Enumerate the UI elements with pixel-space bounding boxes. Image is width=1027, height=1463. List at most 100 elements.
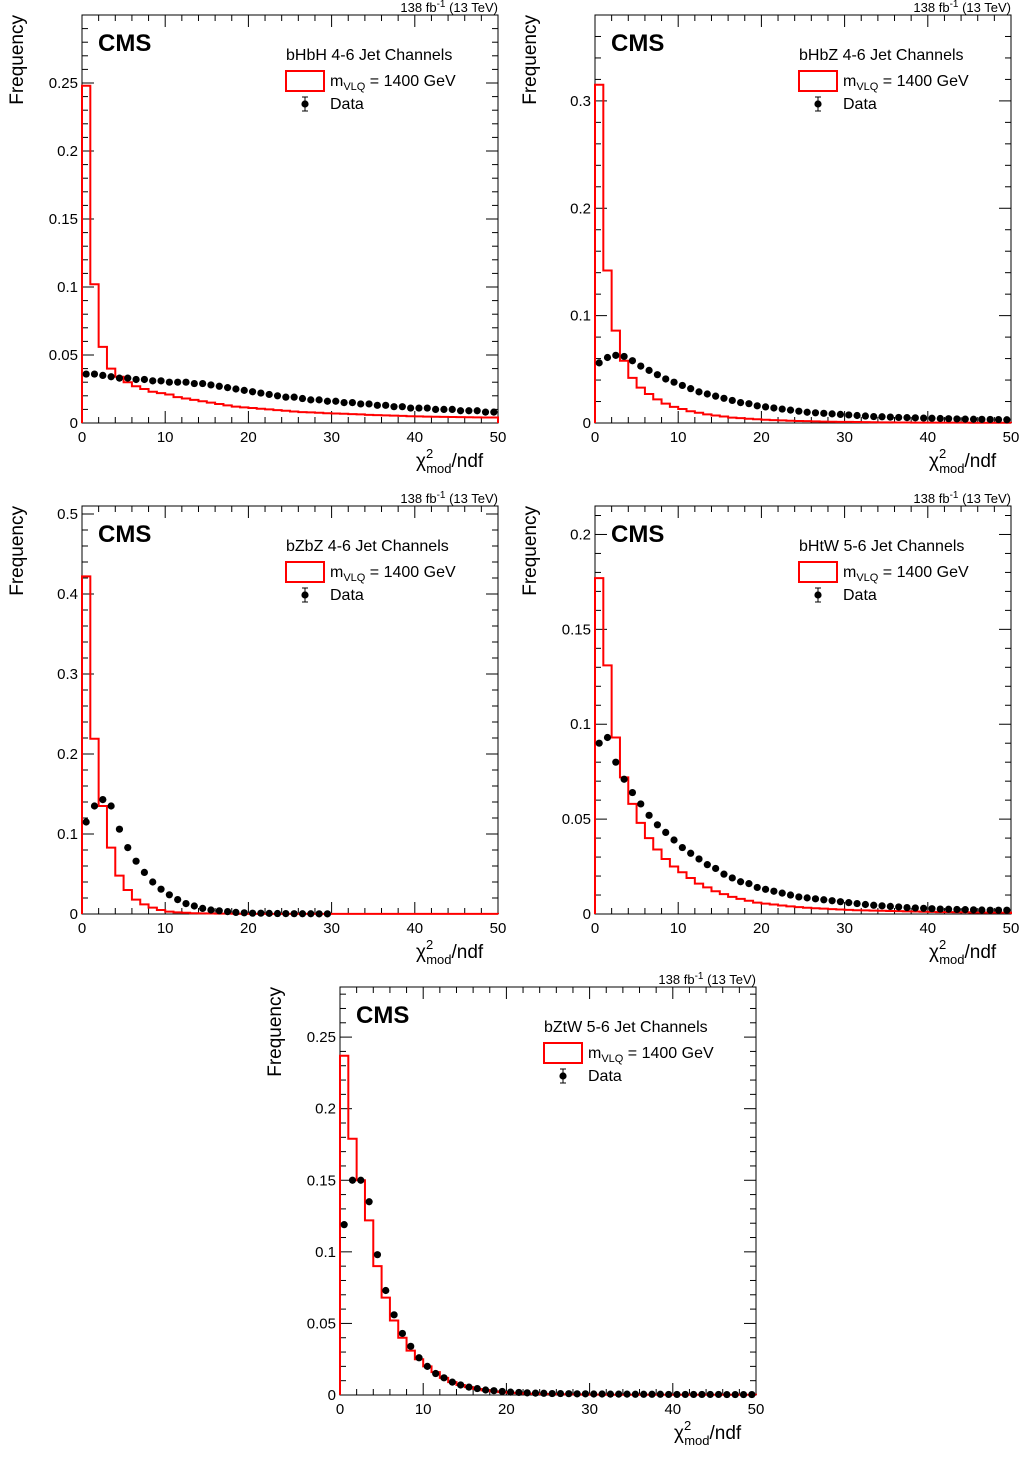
data-point [248,388,257,396]
channel-label: bHtW 5-6 Jet Channels [799,538,964,555]
x-axis-chi: χ [674,1423,684,1444]
lumi-label: 138 fb-1 (13 TeV) [913,490,1011,506]
data-point [786,406,795,414]
data-point [224,908,232,916]
lumi-text: 138 fb [400,0,436,15]
data-point [706,1390,714,1399]
x-tick-label: 10 [670,429,687,446]
data-point [1003,416,1011,424]
legend-m-sub: VLQ [856,81,878,93]
data-point [753,883,761,892]
data-point [628,357,637,365]
data-point [556,1389,565,1398]
y-tick-label: 0.1 [57,279,78,296]
data-point [1003,906,1011,914]
data-point [861,900,869,909]
x-tick-label: 50 [1003,920,1020,937]
x-tick-label: 0 [78,920,86,937]
data-point [628,788,637,797]
energy-text: (13 TeV) [958,0,1011,15]
chart-svg: 0 10 20 30 40 50 0 0.05 0.1 0.15 0.2 0.25 138 fb-1 (… [7,0,506,476]
data-point [240,386,248,394]
y-tick-label: 0 [583,415,591,432]
x-axis-sup: 2 [426,937,433,952]
data-point [737,399,745,407]
data-point [548,1389,556,1398]
y-axis-label: Frequency [265,987,286,1077]
data-point [606,1390,614,1398]
data-point [878,902,886,910]
data-point [115,825,124,833]
chart-panel-bHtW: 0 10 20 30 40 50 0 0.05 0.1 0.15 0.2 138 fb-1 (13 T… [513,490,1023,981]
data-point [770,887,778,895]
data-point [348,399,356,407]
data-point [656,1390,664,1398]
data-point [961,906,969,914]
legend-signal-label: mVLQ = 1400 GeV [588,1045,714,1065]
lumi-sup: -1 [950,0,959,10]
data-point [199,379,207,388]
data-point [232,908,240,916]
signal-histogram [81,84,499,423]
data-point [390,403,398,411]
data-point [723,1390,731,1399]
data-point [795,407,803,415]
data-point [82,370,90,378]
data-point [695,855,703,863]
y-tick-label: 0.2 [570,526,591,543]
data-point [978,906,986,914]
chart-svg: 0 10 20 30 40 50 0 0.05 0.1 0.15 0.2 0.25 138 fb-1 (… [265,971,765,1448]
data-point [440,1374,448,1382]
data-point [124,844,132,852]
data-point [870,412,878,421]
x-tick-label: 20 [753,920,770,937]
data-point [703,861,711,869]
lumi-sup: -1 [695,971,704,982]
data-point [803,894,811,902]
y-tick-label: 0.1 [57,826,78,843]
y-tick-label: 0.05 [307,1315,336,1332]
lumi-text: 138 fb [400,491,436,506]
data-point [615,1390,623,1398]
data-point [870,901,878,909]
x-tick-label: 50 [748,1401,765,1418]
x-axis-suffix: /ndf [452,942,484,963]
data-point [232,385,240,393]
legend-m: m [588,1045,601,1062]
legend-data-marker [559,1072,567,1080]
data-point [648,1390,656,1398]
data-point [540,1389,548,1397]
chart-panel-bZbZ: 0 10 20 30 40 50 0 0.1 0.2 0.3 0.4 0.5 138 fb-1 (13 … [0,490,510,981]
lumi-sup: -1 [437,0,446,10]
x-tick-label: 0 [336,1401,344,1418]
y-tick-label: 0 [70,906,78,923]
y-axis-label: Frequency [7,506,28,596]
data-point [920,414,928,422]
data-point [357,400,365,408]
x-axis-chi: χ [929,451,939,472]
data-point [82,818,90,826]
data-point [90,802,99,810]
y-tick-label: 0.05 [49,347,78,364]
data-point [498,1387,506,1396]
data-point [620,352,628,361]
y-tick-label: 0 [328,1387,336,1404]
data-point [307,396,315,404]
data-point [687,849,695,857]
x-tick-label: 40 [664,1401,681,1418]
lumi-text: 138 fb [658,972,694,987]
x-axis-sup: 2 [939,446,946,461]
data-point [637,800,645,808]
y-tick-label: 0.3 [570,93,591,110]
data-point [761,885,770,893]
data-point [878,413,886,421]
data-point [853,411,861,420]
energy-text: (13 TeV) [958,491,1011,506]
legend-m-suffix: = 1400 GeV [878,564,969,581]
data-point [820,409,828,417]
data-point [761,403,770,411]
y-axis-label: Frequency [520,15,541,105]
lumi-label: 138 fb-1 (13 TeV) [400,490,498,506]
data-point [248,909,257,917]
x-tick-label: 40 [919,429,936,446]
